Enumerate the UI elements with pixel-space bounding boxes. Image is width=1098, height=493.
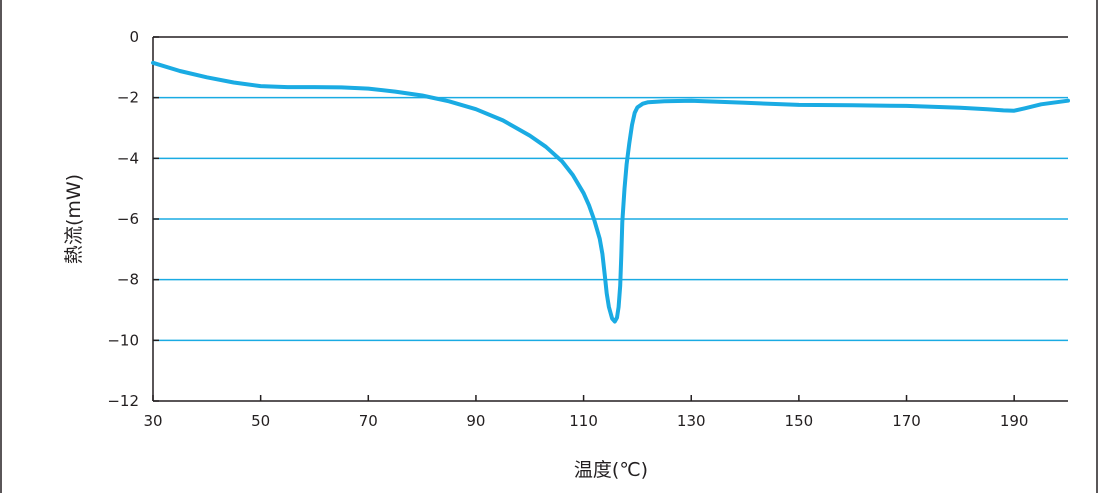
y-tick-label-1: −2	[117, 89, 139, 107]
y-tick-label-6: −12	[107, 392, 139, 410]
grid	[153, 96, 1068, 342]
x-tick-label-4: 110	[569, 412, 598, 430]
y-tick-labels: 0 −2 −4 −6 −8 −10 −12	[107, 28, 159, 410]
x-tick-label-3: 90	[466, 412, 485, 430]
y-tick-label-0: 0	[129, 28, 139, 46]
x-tick-label-6: 150	[785, 412, 814, 430]
y-tick-label-2: −4	[117, 149, 139, 167]
y-axis-label: 熱流(mW)	[63, 174, 85, 264]
x-tick-label-2: 70	[359, 412, 378, 430]
y-tick-label-4: −8	[117, 271, 139, 289]
x-axis-label: 温度(℃)	[574, 459, 648, 481]
series-line-0	[151, 60, 1070, 324]
x-tick-label-1: 50	[251, 412, 270, 430]
series-group	[151, 60, 1070, 324]
y-tick-label-3: −6	[117, 210, 139, 228]
x-tick-label-8: 190	[1000, 412, 1029, 430]
x-tick-label-7: 170	[892, 412, 921, 430]
x-tick-label-0: 30	[143, 412, 162, 430]
y-tick-label-5: −10	[107, 331, 139, 349]
x-tick-labels: 30 50 70 90 110 130 150 170 190	[143, 395, 1028, 430]
x-tick-label-5: 130	[677, 412, 706, 430]
